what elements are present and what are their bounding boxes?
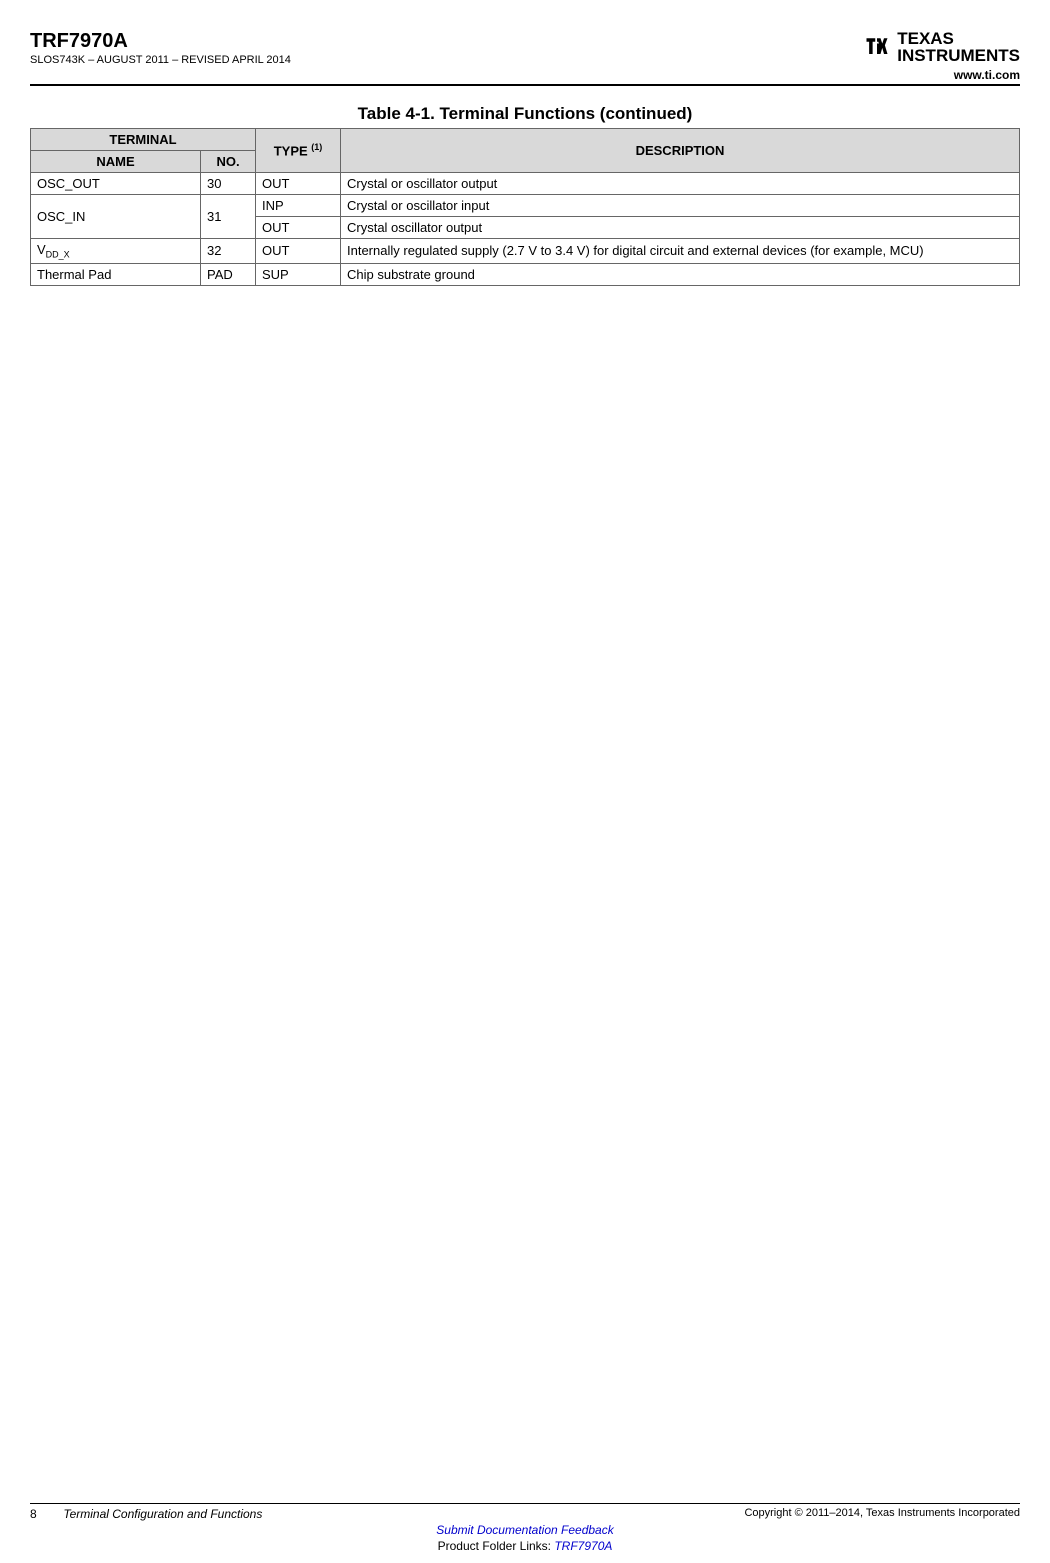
page-header: TRF7970A SLOS743K – AUGUST 2011 – REVISE… xyxy=(30,30,1020,86)
cell-desc: Chip substrate ground xyxy=(341,263,1020,285)
footer-left: 8 Terminal Configuration and Functions xyxy=(30,1507,262,1521)
cell-desc: Crystal or oscillator input xyxy=(341,195,1020,217)
table-row: OSC_IN 31 INP Crystal or oscillator inpu… xyxy=(31,195,1020,217)
part-number: TRF7970A xyxy=(30,30,291,52)
th-name: NAME xyxy=(31,151,201,173)
header-right: TEXAS INSTRUMENTS www.ti.com xyxy=(863,30,1020,82)
cell-name: VDD_X xyxy=(31,239,201,264)
cell-no: 31 xyxy=(201,195,256,239)
cell-type: OUT xyxy=(256,239,341,264)
footer-feedback-line: Submit Documentation Feedback xyxy=(30,1523,1020,1537)
header-left: TRF7970A SLOS743K – AUGUST 2011 – REVISE… xyxy=(30,30,291,66)
cell-desc: Crystal or oscillator output xyxy=(341,173,1020,195)
footer-links-line: Product Folder Links: TRF7970A xyxy=(30,1539,1020,1553)
cell-no: 32 xyxy=(201,239,256,264)
table-row: Thermal Pad PAD SUP Chip substrate groun… xyxy=(31,263,1020,285)
ti-logo: TEXAS INSTRUMENTS xyxy=(863,30,1020,64)
feedback-link[interactable]: Submit Documentation Feedback xyxy=(436,1523,613,1537)
product-link[interactable]: TRF7970A xyxy=(554,1539,612,1553)
footer-row: 8 Terminal Configuration and Functions C… xyxy=(30,1507,1020,1521)
ti-brand-top: TEXAS xyxy=(897,30,1020,47)
cell-type: OUT xyxy=(256,173,341,195)
doc-id: SLOS743K – AUGUST 2011 – REVISED APRIL 2… xyxy=(30,54,291,66)
copyright: Copyright © 2011–2014, Texas Instruments… xyxy=(744,1507,1020,1521)
th-terminal: TERMINAL xyxy=(31,129,256,151)
cell-no: PAD xyxy=(201,263,256,285)
table-row: OSC_OUT 30 OUT Crystal or oscillator out… xyxy=(31,173,1020,195)
cell-name: OSC_OUT xyxy=(31,173,201,195)
terminal-functions-table: TERMINAL TYPE (1) DESCRIPTION NAME NO. O… xyxy=(30,128,1020,286)
ti-brand-bottom: INSTRUMENTS xyxy=(897,47,1020,64)
links-prefix: Product Folder Links: xyxy=(438,1539,555,1553)
cell-desc: Crystal oscillator output xyxy=(341,217,1020,239)
ti-url: www.ti.com xyxy=(954,68,1020,82)
th-type: TYPE (1) xyxy=(256,129,341,173)
cell-type: OUT xyxy=(256,217,341,239)
th-description: DESCRIPTION xyxy=(341,129,1020,173)
cell-no: 30 xyxy=(201,173,256,195)
page-footer: 8 Terminal Configuration and Functions C… xyxy=(30,1503,1020,1553)
cell-name: OSC_IN xyxy=(31,195,201,239)
cell-desc: Internally regulated supply (2.7 V to 3.… xyxy=(341,239,1020,264)
cell-name: Thermal Pad xyxy=(31,263,201,285)
cell-type: INP xyxy=(256,195,341,217)
table-title: Table 4-1. Terminal Functions (continued… xyxy=(30,104,1020,124)
section-title: Terminal Configuration and Functions xyxy=(63,1507,262,1521)
cell-type: SUP xyxy=(256,263,341,285)
ti-logo-icon xyxy=(863,33,891,61)
page-number: 8 xyxy=(30,1507,60,1521)
table-row: VDD_X 32 OUT Internally regulated supply… xyxy=(31,239,1020,264)
th-no: NO. xyxy=(201,151,256,173)
ti-brand-text: TEXAS INSTRUMENTS xyxy=(897,30,1020,64)
